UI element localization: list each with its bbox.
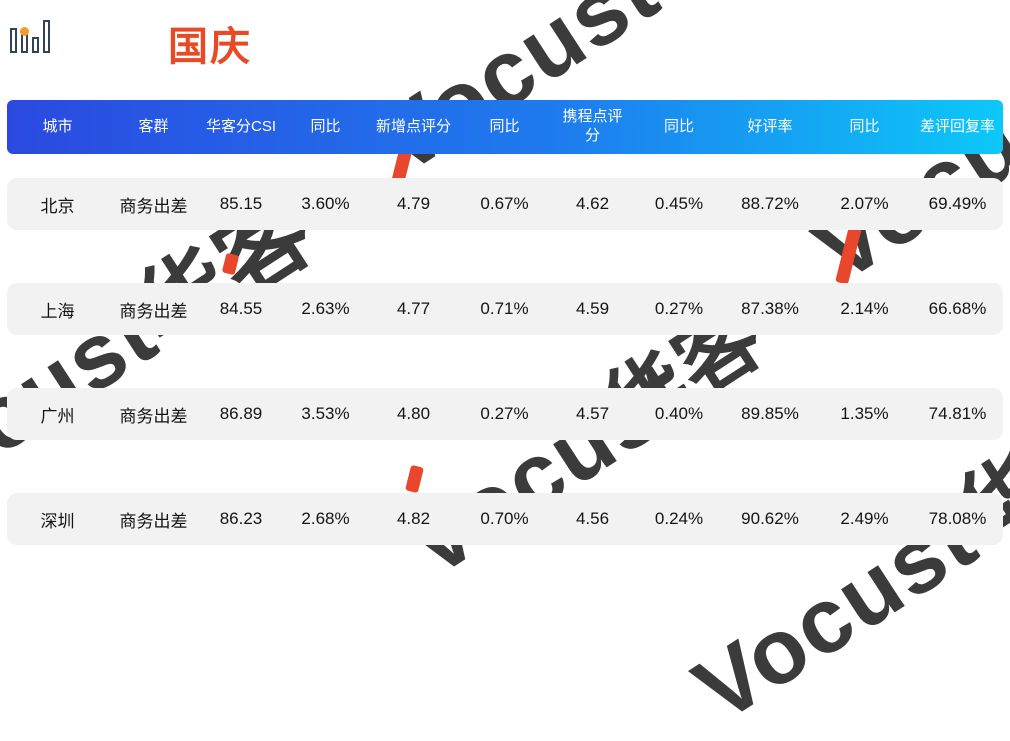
ctrip-score-cell: 4.56 <box>575 509 610 528</box>
yoy-cell: 3.60% <box>301 194 350 213</box>
city-cell: 上海 <box>40 301 75 321</box>
page-title: 国庆 <box>168 25 252 69</box>
yoy-cell: 0.67% <box>480 194 529 213</box>
yoy-cell: 2.68% <box>301 509 350 528</box>
header-cell-yoy-2: 同比 <box>489 117 520 135</box>
watermark-red-stroke <box>405 464 424 494</box>
header-cell-negative-reply-rate: 差评回复率 <box>919 117 995 135</box>
header-cell-city: 城市 <box>42 117 73 135</box>
yoy-cell: 0.27% <box>654 299 704 318</box>
logo-bar <box>10 28 17 53</box>
city-cell: 深圳 <box>40 511 75 531</box>
header-cell-segment: 客群 <box>138 117 169 135</box>
table-row-shenzhen: 深圳 商务出差 86.23 2.68% 4.82 0.70% 4.56 0.24… <box>7 493 1003 545</box>
table-row-shanghai: 上海 商务出差 84.55 2.63% 4.77 0.71% 4.59 0.27… <box>7 283 1003 335</box>
city-cell: 广州 <box>40 406 75 426</box>
ctrip-score-cell: 4.62 <box>575 194 610 213</box>
yoy-cell: 2.63% <box>301 299 350 318</box>
segment-cell: 商务出差 <box>119 301 188 321</box>
positive-rate-cell: 90.62% <box>741 509 799 528</box>
yoy-cell: 0.70% <box>480 509 529 528</box>
logo-bar <box>21 33 28 53</box>
yoy-cell: 0.27% <box>480 404 529 423</box>
yoy-cell: 2.14% <box>840 299 889 318</box>
negative-reply-rate-cell: 69.49% <box>928 194 987 213</box>
new-review-score-cell: 4.80 <box>396 404 431 423</box>
yoy-cell: 2.49% <box>840 509 889 528</box>
yoy-cell: 0.71% <box>480 299 529 318</box>
watermark-text: Vocust华客 <box>0 178 333 537</box>
watermark-red-stroke <box>221 252 240 276</box>
table-header-row: 城市 客群 华客分CSI 同比 新增点评分 同比 携程点评分 同比 好评率 同比… <box>7 100 1003 154</box>
watermark-red-stroke <box>835 225 862 285</box>
yoy-cell: 0.45% <box>654 194 704 213</box>
watermark-text: Vocust <box>389 340 707 597</box>
csi-cell: 84.55 <box>219 299 263 318</box>
negative-reply-rate-cell: 74.81% <box>928 404 987 423</box>
table-row-guangzhou: 广州 商务出差 86.89 3.53% 4.80 0.27% 4.57 0.40… <box>7 388 1003 440</box>
segment-cell: 商务出差 <box>119 406 188 426</box>
ctrip-score-cell: 4.57 <box>575 404 610 423</box>
new-review-score-cell: 4.82 <box>396 509 431 528</box>
positive-rate-cell: 89.85% <box>741 404 799 423</box>
ctrip-score-cell: 4.59 <box>575 299 610 318</box>
city-cell: 北京 <box>40 196 75 216</box>
watermark-text: Vocust华客 <box>677 383 1010 741</box>
header-cell-yoy-4: 同比 <box>849 117 880 135</box>
yoy-cell: 1.35% <box>840 404 889 423</box>
csi-cell: 86.23 <box>219 509 263 528</box>
header-cell-positive-rate: 好评率 <box>747 117 793 135</box>
yoy-cell: 2.07% <box>840 194 889 213</box>
table-row-beijing: 北京 商务出差 85.15 3.60% 4.79 0.67% 4.62 0.45… <box>7 178 1003 230</box>
yoy-cell: 0.24% <box>654 509 704 528</box>
negative-reply-rate-cell: 66.68% <box>928 299 987 318</box>
header-cell-yoy-1: 同比 <box>310 117 341 135</box>
negative-reply-rate-cell: 78.08% <box>928 509 987 528</box>
yoy-cell: 3.53% <box>301 404 350 423</box>
logo-bar <box>32 37 39 53</box>
header-cell-yoy-3: 同比 <box>663 117 694 135</box>
header-cell-csi: 华客分CSI <box>205 117 276 135</box>
positive-rate-cell: 87.38% <box>741 299 799 318</box>
new-review-score-cell: 4.77 <box>396 299 431 318</box>
watermark-text: Vocust华客 <box>359 0 835 194</box>
logo-orange-dot <box>20 27 29 36</box>
header-cell-ctrip-score: 携程点评分 <box>562 108 623 144</box>
header-cell-new-review-score: 新增点评分 <box>375 117 451 135</box>
csi-cell: 86.89 <box>219 404 263 423</box>
new-review-score-cell: 4.79 <box>396 194 431 213</box>
logo-bar <box>43 20 50 53</box>
segment-cell: 商务出差 <box>119 196 188 216</box>
segment-cell: 商务出差 <box>119 511 188 531</box>
positive-rate-cell: 88.72% <box>741 194 799 213</box>
yoy-cell: 0.40% <box>654 404 704 423</box>
csi-cell: 85.15 <box>219 194 263 213</box>
bar-chart-logo-icon <box>8 18 56 56</box>
